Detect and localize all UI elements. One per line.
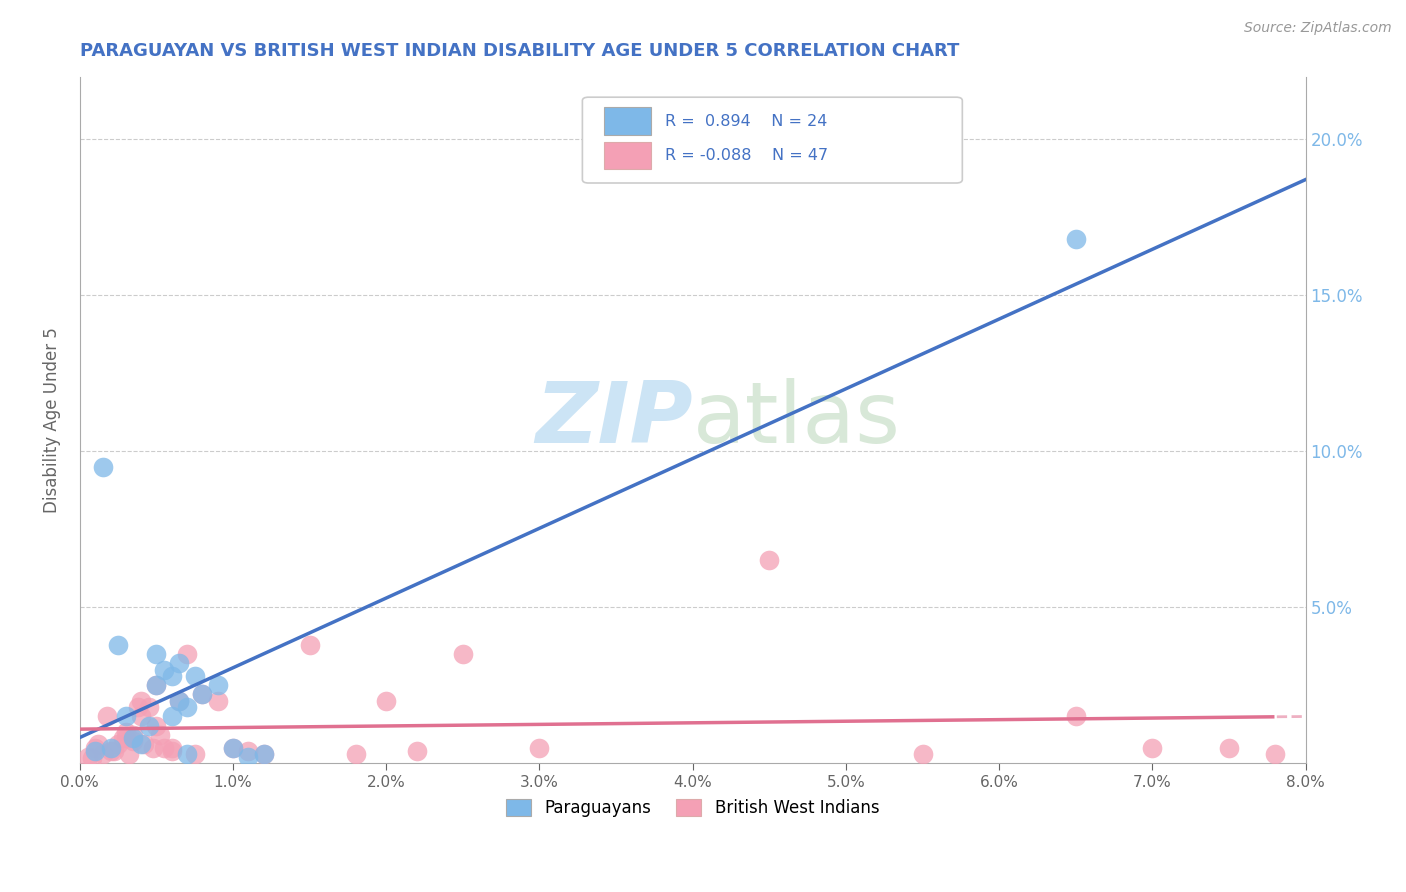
Point xyxy=(145,647,167,661)
Text: ZIP: ZIP xyxy=(536,378,693,461)
Point xyxy=(127,700,149,714)
Point xyxy=(84,740,107,755)
Point xyxy=(84,744,107,758)
Point xyxy=(148,728,170,742)
Point xyxy=(153,663,176,677)
Point xyxy=(176,700,198,714)
Point xyxy=(118,747,141,761)
Point xyxy=(129,694,152,708)
FancyBboxPatch shape xyxy=(605,142,651,169)
Point xyxy=(153,740,176,755)
Legend: Paraguayans, British West Indians: Paraguayans, British West Indians xyxy=(499,792,886,823)
Point xyxy=(176,647,198,661)
Point xyxy=(176,747,198,761)
Point xyxy=(160,740,183,755)
Point xyxy=(911,747,934,761)
Point xyxy=(122,734,145,748)
Point xyxy=(82,751,104,765)
Point xyxy=(107,738,129,752)
Point xyxy=(138,719,160,733)
Point xyxy=(191,688,214,702)
Point xyxy=(96,709,118,723)
Point xyxy=(222,740,245,755)
Point xyxy=(145,678,167,692)
Point xyxy=(344,747,367,761)
Point xyxy=(169,694,191,708)
Point xyxy=(253,747,276,761)
Text: R = -0.088    N = 47: R = -0.088 N = 47 xyxy=(665,148,828,163)
Text: R =  0.894    N = 24: R = 0.894 N = 24 xyxy=(665,113,827,128)
Point xyxy=(145,678,167,692)
Text: Source: ZipAtlas.com: Source: ZipAtlas.com xyxy=(1244,21,1392,35)
Point xyxy=(160,709,183,723)
Point xyxy=(184,669,207,683)
Point xyxy=(160,669,183,683)
Point xyxy=(107,638,129,652)
Point xyxy=(114,731,136,746)
Point xyxy=(103,744,125,758)
Point xyxy=(207,678,229,692)
Point xyxy=(169,694,191,708)
Point xyxy=(1064,232,1087,246)
Point xyxy=(134,738,156,752)
Point xyxy=(142,740,165,755)
Point xyxy=(298,638,321,652)
FancyBboxPatch shape xyxy=(582,97,962,183)
Point xyxy=(375,694,398,708)
Text: PARAGUAYAN VS BRITISH WEST INDIAN DISABILITY AGE UNDER 5 CORRELATION CHART: PARAGUAYAN VS BRITISH WEST INDIAN DISABI… xyxy=(80,42,959,60)
FancyBboxPatch shape xyxy=(605,108,651,135)
Point xyxy=(529,740,551,755)
Point xyxy=(238,750,260,764)
Point xyxy=(91,747,114,761)
Point xyxy=(406,744,429,758)
Point xyxy=(758,553,780,567)
Point xyxy=(1142,740,1164,755)
Point xyxy=(238,744,260,758)
Point xyxy=(91,459,114,474)
Point xyxy=(207,694,229,708)
Point xyxy=(184,747,207,761)
Y-axis label: Disability Age Under 5: Disability Age Under 5 xyxy=(44,327,60,513)
Point xyxy=(138,700,160,714)
Point xyxy=(145,719,167,733)
Point xyxy=(253,747,276,761)
Point xyxy=(76,750,98,764)
Point xyxy=(191,688,214,702)
Point xyxy=(122,731,145,746)
Point xyxy=(1218,740,1240,755)
Point xyxy=(222,740,245,755)
Point xyxy=(1264,747,1286,761)
Point xyxy=(169,657,191,671)
Point xyxy=(129,709,152,723)
Point xyxy=(129,738,152,752)
Point xyxy=(114,709,136,723)
Point xyxy=(100,744,122,758)
Text: atlas: atlas xyxy=(693,378,901,461)
Point xyxy=(122,728,145,742)
Point xyxy=(87,738,110,752)
Point xyxy=(1064,709,1087,723)
Point xyxy=(114,725,136,739)
Point xyxy=(100,740,122,755)
Point xyxy=(451,647,474,661)
Point xyxy=(160,744,183,758)
Point xyxy=(111,731,134,746)
